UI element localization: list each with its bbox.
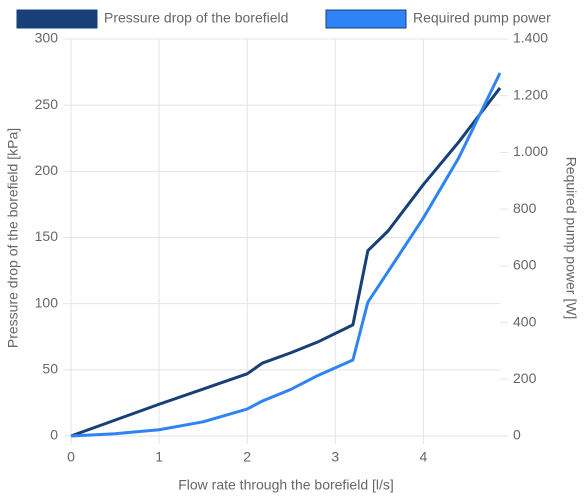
y2-tick-label: 1.400 [513, 30, 548, 46]
x-tick-label: 2 [243, 449, 251, 465]
y-tick-label: 300 [35, 30, 59, 46]
y2-tick-label: 600 [513, 257, 537, 273]
y-tick-label: 0 [50, 427, 58, 443]
y2-axis-label: Required pump power [W] [563, 157, 579, 320]
y-tick-label: 200 [35, 162, 59, 178]
y-axis-label: Pressure drop of the borefield [kPa] [5, 128, 21, 348]
y2-tick-label: 0 [513, 427, 521, 443]
y2-tick-label: 800 [513, 200, 537, 216]
y-tick-label: 50 [42, 361, 58, 377]
legend-swatch [325, 9, 407, 29]
legend-label: Required pump power [413, 10, 551, 26]
x-tick-label: 3 [331, 449, 339, 465]
y2-tick-label: 400 [513, 313, 537, 329]
series-line [70, 72, 502, 438]
y-tick-label: 150 [35, 228, 59, 244]
x-tick-label: 0 [67, 449, 75, 465]
x-axis-label: Flow rate through the borefield [l/s] [178, 477, 394, 493]
y2-tick-label: 200 [513, 370, 537, 386]
x-tick-label: 4 [419, 449, 427, 465]
x-tick-label: 1 [155, 449, 163, 465]
y-tick-label: 250 [35, 96, 59, 112]
legend-swatch [16, 9, 98, 29]
y2-tick-label: 1.000 [513, 143, 548, 159]
legend-label: Pressure drop of the borefield [104, 10, 288, 26]
y-tick-label: 100 [35, 294, 59, 310]
y2-tick-label: 1.200 [513, 86, 548, 102]
series-line [70, 87, 502, 438]
